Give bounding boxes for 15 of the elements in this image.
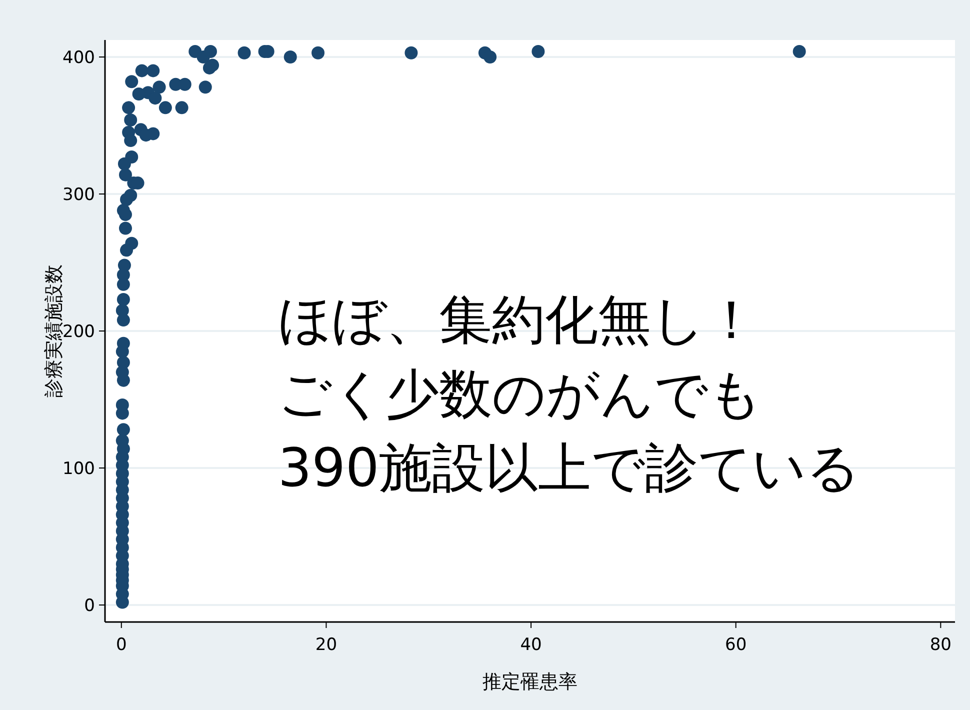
y-tick-label: 100 — [62, 459, 95, 480]
x-tick-label: 60 — [725, 635, 747, 655]
x-tick-label: 20 — [315, 635, 338, 655]
y-tick-label: 300 — [62, 184, 95, 205]
annotation: ほぼ、集約化無し！ — [278, 290, 758, 351]
x-tick-label: 0 — [116, 635, 127, 655]
annotation: ごく少数のがんでも — [278, 364, 762, 425]
x-tick-label: 40 — [520, 635, 542, 655]
y-axis-title: 診療実績施設数 — [43, 264, 65, 398]
x-tick-label: 80 — [930, 635, 952, 655]
x-axis-title: 推定罹患率 — [482, 671, 578, 693]
y-tick-label: 0 — [84, 596, 95, 616]
annotation: 390施設以上で診ている — [278, 438, 860, 499]
y-tick-label: 200 — [62, 322, 95, 342]
y-tick-label: 400 — [62, 48, 95, 68]
